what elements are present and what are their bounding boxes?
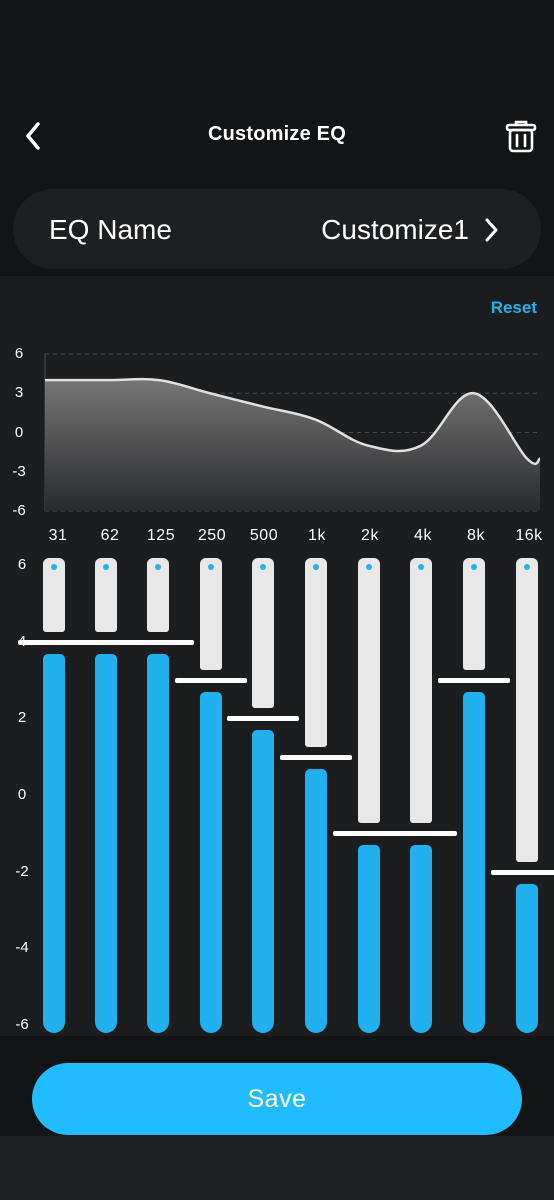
eq-curve-line [44, 377, 541, 466]
slider-knob[interactable] [122, 639, 194, 645]
curve-y-tick-label: 6 [14, 345, 24, 362]
slider-knob[interactable] [333, 831, 405, 837]
slider-knob[interactable] [175, 678, 247, 683]
eq-slider-125[interactable] [122, 558, 194, 1033]
slider-top-dot [155, 564, 161, 570]
slider-track-remaining [410, 558, 432, 824]
slider-knob[interactable] [385, 831, 457, 837]
slider-scale-label: 6 [17, 556, 27, 573]
slider-track-remaining [358, 558, 380, 824]
slider-track-remaining [516, 558, 538, 862]
slider-knob[interactable] [280, 754, 352, 760]
slider-track-remaining [200, 558, 222, 670]
slider-scale-label: -6 [15, 1016, 29, 1033]
slider-knob[interactable] [70, 639, 142, 645]
slider-fill [463, 692, 485, 1033]
system-nav-bar [0, 1136, 554, 1200]
slider-top-dot [313, 564, 319, 570]
slider-scale-label: 2 [17, 709, 27, 727]
eq-curve-graph [44, 353, 541, 512]
save-button[interactable]: Save [32, 1063, 522, 1135]
top-bar: Customize EQ [0, 0, 554, 190]
frequency-label: 31 [48, 527, 68, 544]
slider-fill [516, 883, 538, 1033]
eq-name-value: Customize1 [321, 214, 469, 245]
slider-top-dot [103, 564, 109, 570]
slider-scale-label: -2 [15, 862, 29, 880]
slider-knob[interactable] [18, 639, 90, 645]
frequency-label: 500 [249, 527, 279, 544]
trash-icon[interactable] [504, 120, 538, 154]
slider-knob[interactable] [227, 716, 299, 722]
slider-top-dot [366, 564, 372, 570]
chevron-left-icon[interactable] [22, 120, 46, 152]
slider-fill [147, 653, 169, 1033]
slider-track-remaining [252, 558, 274, 709]
eq-slider-62[interactable] [70, 558, 142, 1033]
slider-track-remaining [147, 558, 169, 632]
slider-top-dot [260, 564, 266, 570]
eq-name-label: EQ Name [49, 214, 172, 245]
slider-scale-label: -4 [15, 939, 29, 957]
frequency-label: 62 [100, 527, 120, 544]
eq-curve-area [45, 379, 540, 511]
slider-track-remaining [43, 558, 65, 632]
slider-top-dot [418, 564, 424, 570]
page-title: Customize EQ [208, 123, 346, 145]
curve-y-tick-label: 0 [14, 423, 24, 441]
eq-name-row[interactable]: EQ Name Customize1 [13, 189, 541, 269]
slider-track-remaining [305, 558, 327, 747]
slider-knob[interactable] [438, 678, 510, 683]
slider-track-remaining [463, 558, 485, 670]
slider-fill [305, 768, 327, 1033]
slider-track-remaining [95, 558, 117, 632]
frequency-label: 2k [361, 527, 379, 544]
eq-slider-4k[interactable] [385, 558, 457, 1033]
slider-top-dot [524, 564, 530, 570]
frequency-label: 1k [308, 527, 326, 544]
slider-top-dot [471, 564, 477, 570]
slider-top-dot [51, 564, 57, 570]
slider-knob[interactable] [491, 869, 554, 875]
eq-slider-250[interactable] [175, 558, 247, 1033]
slider-top-dot [208, 564, 214, 570]
save-label: Save [247, 1084, 307, 1113]
eq-slider-2k[interactable] [333, 558, 405, 1033]
slider-fill [410, 845, 432, 1033]
slider-scale-label: 0 [17, 786, 27, 803]
slider-fill [200, 692, 222, 1033]
frequency-label: 4k [414, 527, 432, 544]
slider-fill [43, 653, 65, 1033]
frequency-label: 125 [146, 527, 176, 544]
slider-fill [252, 730, 274, 1033]
eq-slider-8k[interactable] [438, 558, 510, 1033]
curve-y-tick-label: -6 [12, 502, 26, 519]
slider-fill [95, 653, 117, 1033]
curve-y-tick-label: -3 [12, 462, 26, 480]
eq-slider-31[interactable] [18, 558, 90, 1033]
slider-fill [358, 845, 380, 1033]
reset-button[interactable]: Reset [490, 298, 537, 317]
frequency-label: 250 [197, 527, 227, 544]
frequency-label: 16k [515, 527, 543, 544]
eq-slider-1k[interactable] [280, 558, 352, 1033]
eq-slider-500[interactable] [227, 558, 299, 1033]
frequency-label: 8k [467, 527, 485, 544]
eq-slider-16k[interactable] [491, 558, 554, 1033]
curve-y-tick-label: 3 [14, 384, 24, 402]
chevron-right-icon [485, 218, 498, 242]
